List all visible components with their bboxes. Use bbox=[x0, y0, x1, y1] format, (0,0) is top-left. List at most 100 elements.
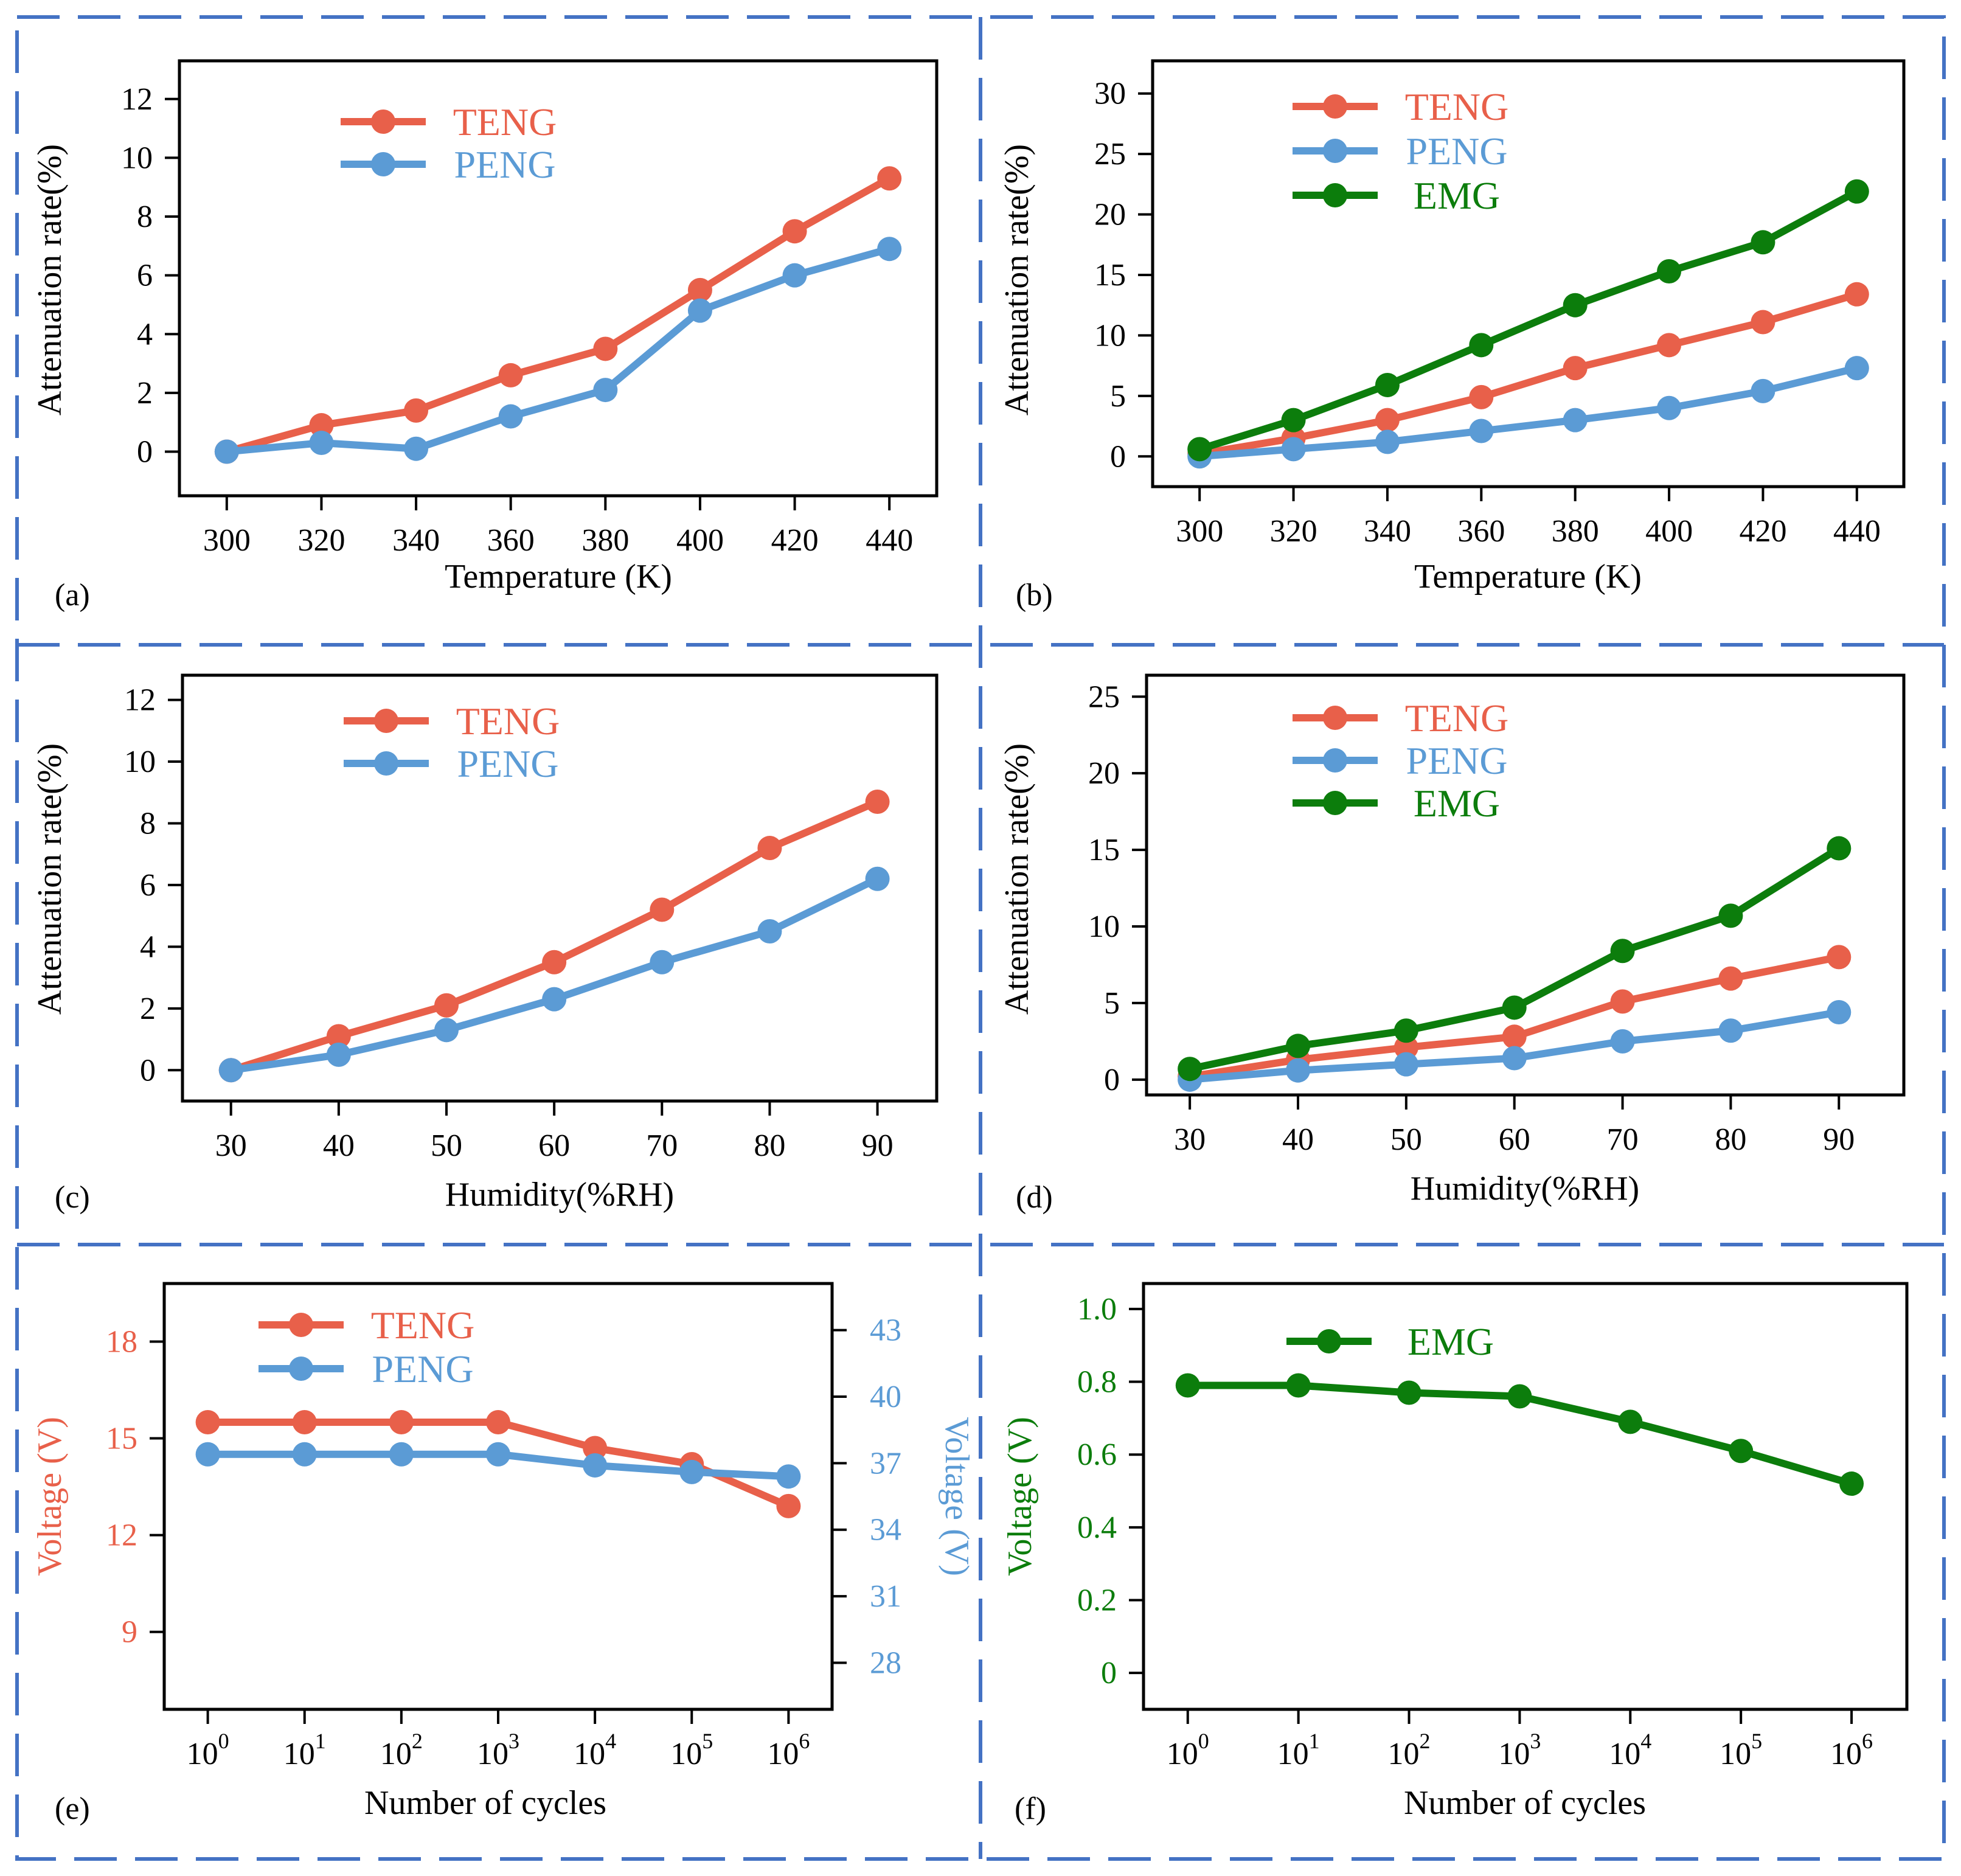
data-point-peng bbox=[1375, 429, 1400, 454]
panel-dividers bbox=[15, 15, 1946, 1861]
data-point-peng bbox=[1469, 419, 1494, 443]
data-point-emg bbox=[1397, 1380, 1421, 1405]
y-tick-label: 0 bbox=[137, 435, 153, 470]
y-tick-label: 0.8 bbox=[1077, 1365, 1117, 1400]
x-tick-label: 320 bbox=[297, 523, 345, 558]
data-point-teng bbox=[1844, 282, 1869, 307]
x-tick-label: 400 bbox=[676, 523, 724, 558]
data-point-emg bbox=[1618, 1409, 1643, 1434]
y-tick-label: 0.6 bbox=[1077, 1437, 1117, 1472]
data-point-peng bbox=[679, 1459, 704, 1484]
data-point-peng bbox=[195, 1442, 220, 1467]
y-tick-label: 20 bbox=[1088, 756, 1120, 791]
data-point-teng bbox=[1375, 408, 1400, 433]
data-point-peng bbox=[1718, 1018, 1743, 1043]
legend-label-peng: PENG bbox=[454, 143, 555, 186]
data-point-peng bbox=[782, 263, 807, 288]
x-tick-label: 340 bbox=[1364, 514, 1411, 549]
x-tick-label: 40 bbox=[323, 1128, 355, 1163]
plot-frame bbox=[178, 59, 939, 498]
legend-label-peng: PENG bbox=[1406, 739, 1507, 782]
chart-panel-a: 0 2 4 6 8 10 12 300 320 340 360 380 400 420 440 Tempera… bbox=[31, 59, 939, 613]
data-point-teng bbox=[583, 1436, 608, 1461]
data-point-peng bbox=[583, 1453, 608, 1478]
legend-marker-teng bbox=[371, 109, 395, 134]
y-tick-label: 0 bbox=[1104, 1063, 1120, 1097]
x-tick-label: 80 bbox=[754, 1128, 785, 1163]
data-point-peng bbox=[214, 439, 239, 464]
data-point-teng bbox=[776, 1493, 801, 1518]
x-axis-label: Humidity(%RH) bbox=[445, 1176, 674, 1214]
data-point-teng bbox=[389, 1410, 414, 1435]
x-tick-label: 360 bbox=[487, 523, 535, 558]
x-tick-label: 380 bbox=[1552, 514, 1599, 549]
x-tick-label: 90 bbox=[862, 1128, 894, 1163]
series-line-teng bbox=[1199, 291, 1858, 458]
data-point-peng bbox=[1751, 378, 1775, 403]
data-point-peng bbox=[1281, 437, 1306, 462]
data-point-teng bbox=[650, 897, 675, 922]
legend-marker-peng bbox=[1323, 139, 1347, 163]
data-point-emg bbox=[1844, 179, 1869, 204]
data-point-emg bbox=[1281, 408, 1306, 433]
panel-label: (d) bbox=[1016, 1180, 1053, 1215]
data-point-peng bbox=[292, 1442, 317, 1467]
legend-marker-teng bbox=[289, 1313, 313, 1337]
data-point-teng bbox=[195, 1410, 220, 1435]
x-tick-label: 340 bbox=[392, 523, 440, 558]
data-point-emg bbox=[1729, 1439, 1754, 1464]
legend-label-teng: TENG bbox=[371, 1304, 475, 1347]
data-point-emg bbox=[1187, 437, 1212, 462]
data-point-emg bbox=[1718, 903, 1743, 928]
legend-marker-emg bbox=[1323, 183, 1347, 207]
y2-tick-label: 31 bbox=[870, 1579, 901, 1614]
y-tick-label: 15 bbox=[106, 1422, 137, 1456]
y2-tick-label: 28 bbox=[870, 1645, 901, 1680]
y-tick-label: 10 bbox=[1094, 318, 1126, 353]
data-point-teng bbox=[687, 277, 712, 302]
x-tick-label: 440 bbox=[866, 523, 913, 558]
data-point-peng bbox=[309, 431, 334, 456]
y-tick-label: 18 bbox=[106, 1324, 137, 1359]
data-point-emg bbox=[1507, 1384, 1532, 1409]
data-point-teng bbox=[404, 398, 429, 423]
legend-label-teng: TENG bbox=[1405, 697, 1509, 740]
data-point-teng bbox=[757, 836, 782, 861]
x-tick-label: 70 bbox=[646, 1128, 678, 1163]
data-point-emg bbox=[1610, 939, 1635, 964]
y-tick-label: 0.2 bbox=[1077, 1583, 1117, 1618]
data-point-emg bbox=[1286, 1373, 1311, 1398]
y-tick-label: 30 bbox=[1094, 77, 1126, 111]
data-point-teng bbox=[593, 336, 618, 361]
data-point-emg bbox=[1751, 230, 1775, 255]
panel-label: (b) bbox=[1016, 578, 1053, 613]
legend-label-emg: EMG bbox=[1414, 174, 1500, 217]
data-point-peng bbox=[1827, 1000, 1852, 1025]
y-axis-label: Attenuation rate(%) bbox=[998, 743, 1036, 1015]
x-tick-label: 400 bbox=[1645, 514, 1693, 549]
y-axis-label: Voltage (V) bbox=[1001, 1417, 1039, 1576]
y-tick-label: 0 bbox=[1101, 1656, 1117, 1690]
x-tick-label: 80 bbox=[1715, 1122, 1746, 1157]
data-point-emg bbox=[1469, 333, 1494, 358]
y-tick-label: 2 bbox=[140, 992, 156, 1026]
chart-panel-d: 0 5 10 15 20 25 30 40 50 60 70 80 90 Humidity(%RH) Att… bbox=[998, 673, 1906, 1215]
data-point-peng bbox=[389, 1442, 414, 1467]
data-point-peng bbox=[218, 1058, 243, 1083]
y-tick-label: 2 bbox=[137, 376, 153, 411]
y-axis-label: Attenuation rate(%) bbox=[31, 144, 69, 415]
data-point-teng bbox=[326, 1024, 351, 1049]
data-point-emg bbox=[1394, 1018, 1418, 1043]
legend-marker-emg bbox=[1317, 1329, 1341, 1353]
y-tick-label: 12 bbox=[106, 1518, 137, 1553]
x-tick-label: 300 bbox=[203, 523, 251, 558]
legend-marker-teng bbox=[374, 709, 398, 733]
series-line-peng bbox=[1199, 364, 1858, 460]
y-tick-label: 12 bbox=[121, 82, 153, 117]
legend-label-peng: PENG bbox=[372, 1347, 473, 1391]
data-point-teng bbox=[498, 363, 523, 387]
data-point-peng bbox=[326, 1042, 351, 1067]
y-tick-label: 25 bbox=[1088, 679, 1120, 714]
y-axis-label: Attenuation rate(%) bbox=[998, 144, 1036, 415]
